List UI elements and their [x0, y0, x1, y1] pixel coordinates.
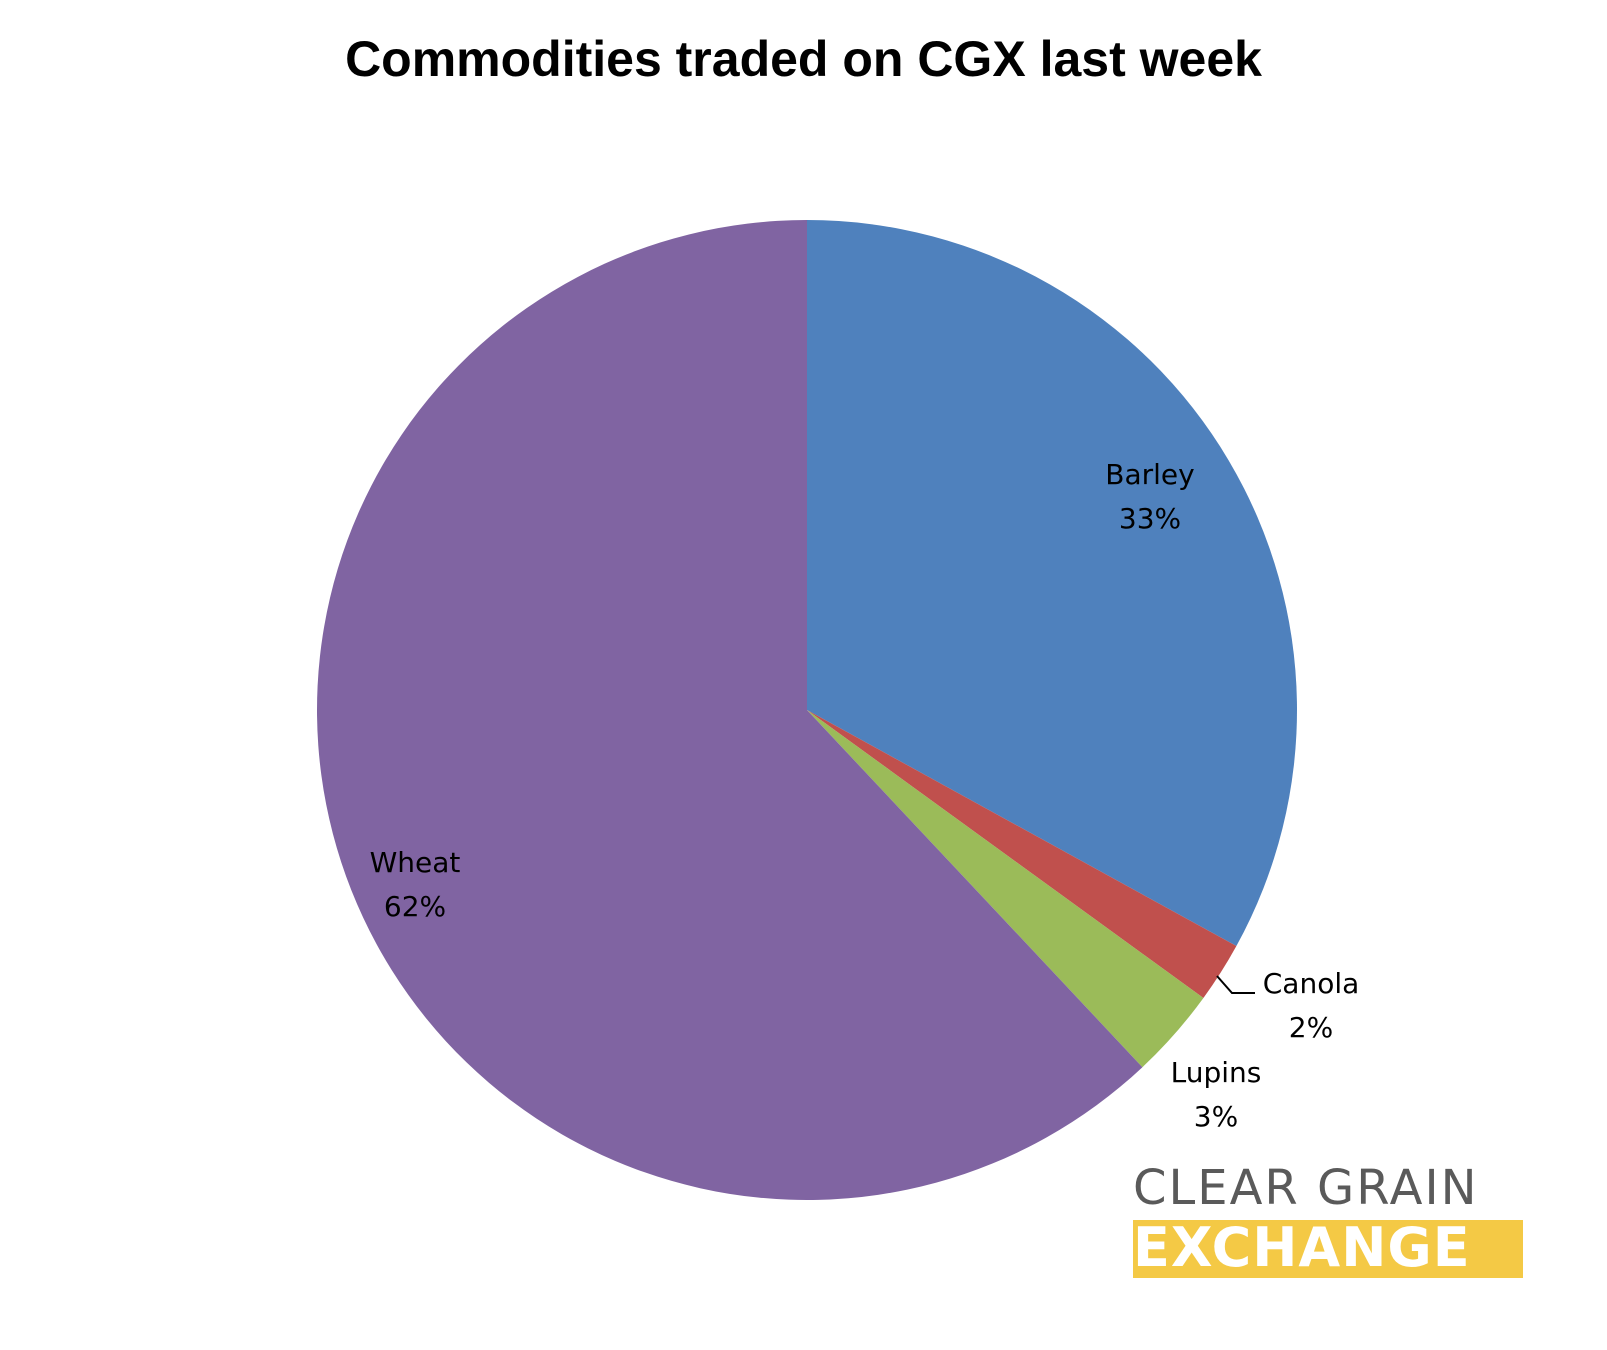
slice-value-label-canola: 2% — [1289, 1011, 1333, 1044]
pie-slice-barley — [807, 220, 1297, 947]
logo-line2-band: EXCHANGE — [1133, 1220, 1523, 1278]
pie-slice-canola — [807, 710, 1237, 999]
pie-slice-lupins — [807, 710, 1204, 1068]
slice-value-label-barley: 33% — [1119, 502, 1181, 535]
slice-label-canola: Canola — [1263, 967, 1360, 1000]
slice-label-wheat: Wheat — [370, 846, 461, 879]
slice-label-barley: Barley — [1105, 458, 1194, 491]
pie-slice-wheat — [316, 220, 1143, 1200]
leader-line-canola — [1216, 975, 1255, 994]
slice-value-label-lupins: 3% — [1194, 1100, 1238, 1133]
chart-title: Commodities traded on CGX last week — [345, 31, 1262, 87]
clear-grain-exchange-logo: CLEAR GRAIN EXCHANGE — [1133, 1160, 1523, 1278]
logo-line1: CLEAR GRAIN — [1133, 1160, 1479, 1216]
slice-label-lupins: Lupins — [1171, 1056, 1262, 1089]
logo-line2: EXCHANGE — [1133, 1220, 1471, 1278]
slice-value-label-wheat: 62% — [384, 890, 446, 923]
